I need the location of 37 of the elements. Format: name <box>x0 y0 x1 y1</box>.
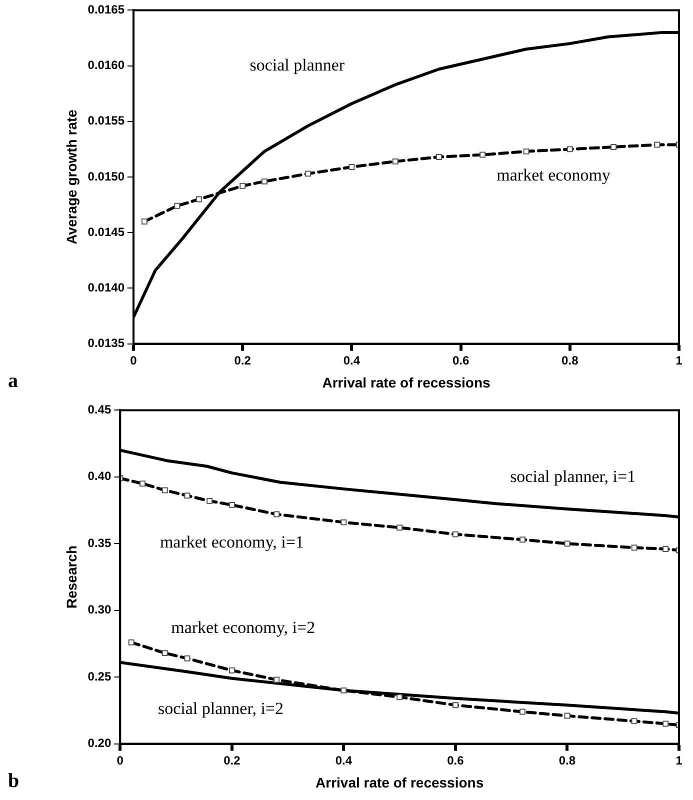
series-label: market economy, i=2 <box>171 618 316 638</box>
y-tick-label: 0.40 <box>88 469 112 484</box>
series-label: social planner <box>250 56 345 75</box>
y-tick-label: 0.45 <box>88 402 112 417</box>
y-tick-label: 0.0155 <box>88 114 125 128</box>
series-label: social planner, i=1 <box>510 466 636 486</box>
text: a <box>8 370 18 392</box>
y-axis-title: Average growth rate <box>63 109 80 244</box>
y-tick-label: 0.20 <box>88 736 112 750</box>
y-tick-label: 0.25 <box>88 669 112 684</box>
y-tick-label: 0.0150 <box>88 169 125 184</box>
x-tick-label: 0.8 <box>562 353 579 368</box>
series-label: market economy <box>496 166 611 185</box>
y-tick-label: 0.0160 <box>88 58 125 72</box>
series-label: market economy, i=1 <box>160 532 304 552</box>
x-axis-title: Arrival rate of recessions <box>316 774 484 790</box>
x-axis-title: Arrival rate of recessions <box>322 374 490 390</box>
x-tick-label: 1 <box>676 353 683 368</box>
x-tick-label: 0 <box>130 353 138 368</box>
y-tick-label: 0.0135 <box>88 336 125 350</box>
text: b <box>8 770 20 792</box>
x-tick-label: 0 <box>116 753 124 768</box>
y-tick-label: 0.0165 <box>88 2 125 17</box>
x-tick-label: 0.4 <box>335 753 352 768</box>
x-tick-label: 0.2 <box>234 353 252 368</box>
series-label: social planner, i=2 <box>158 699 284 718</box>
x-tick-label: 1 <box>676 753 683 768</box>
y-axis-title: Research <box>63 545 80 609</box>
y-tick-label: 0.30 <box>88 602 112 617</box>
x-tick-label: 0.4 <box>343 353 360 368</box>
x-tick-label: 0.8 <box>558 753 576 768</box>
x-tick-label: 0.6 <box>452 353 470 368</box>
y-tick-label: 0.0145 <box>88 224 125 239</box>
x-tick-label: 0.2 <box>224 753 241 768</box>
y-tick-label: 0.0140 <box>88 280 125 295</box>
y-tick-label: 0.35 <box>88 536 112 550</box>
x-tick-label: 0.6 <box>447 753 464 768</box>
